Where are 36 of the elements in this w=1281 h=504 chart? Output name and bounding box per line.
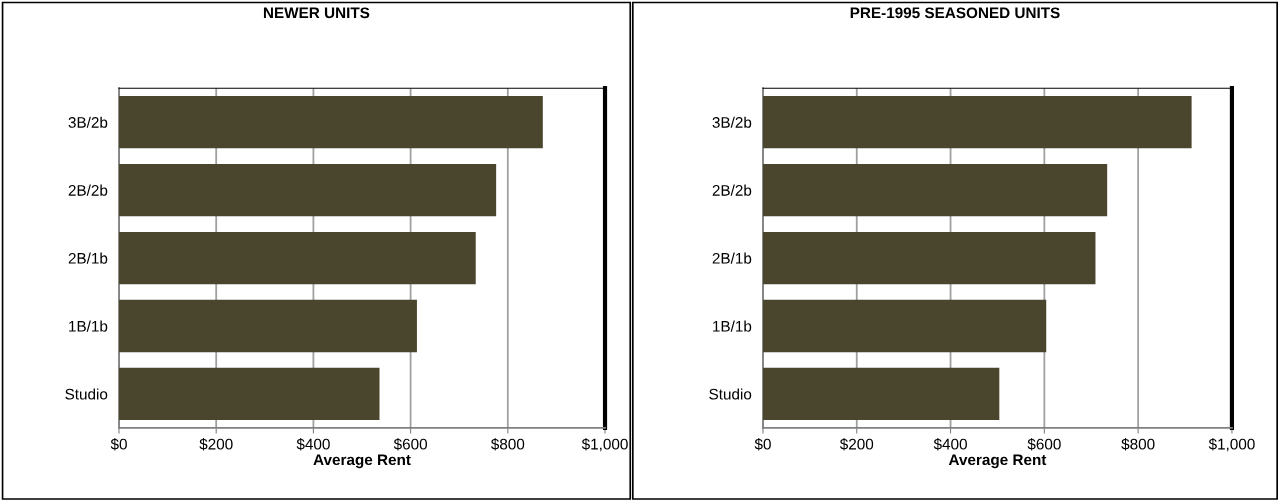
y-tick-label: 2B/2b — [712, 184, 752, 196]
y-tick-label: 2B/1b — [712, 252, 752, 264]
x-axis-title: Average Rent — [948, 454, 1047, 469]
x-tick-label: $0 — [110, 438, 127, 451]
x-tick-label: $800 — [490, 438, 525, 451]
x-tick-label: $600 — [393, 438, 428, 451]
bar — [119, 367, 380, 421]
x-tick-label: $400 — [296, 438, 330, 451]
y-tick-label: 3B/2b — [712, 116, 752, 128]
y-tick-label: 3B/2b — [68, 116, 108, 128]
y-tick-label: 1B/1b — [713, 320, 752, 332]
y-tick-label: 1B/1b — [69, 320, 108, 332]
x-tick-label: $1,000 — [581, 438, 628, 452]
y-tick-label: 2B/2b — [68, 184, 108, 196]
bar — [762, 231, 1096, 285]
x-tick-label: $800 — [1121, 438, 1155, 451]
y-tick-label: 2B/1b — [68, 252, 108, 264]
chart-title: PRE-1995 SEASONED UNITS — [850, 7, 1060, 19]
x-tick-label: $600 — [1027, 438, 1061, 451]
x-tick-label: $0 — [754, 438, 771, 451]
chart-title: NEWER UNITS — [263, 7, 370, 19]
bar — [762, 367, 1000, 421]
y-tick-label: Studio — [65, 388, 108, 400]
bar — [119, 163, 497, 217]
bar — [762, 299, 1047, 353]
bar — [762, 96, 1192, 149]
x-tick-label: $200 — [839, 438, 874, 451]
bar — [119, 299, 417, 353]
bar — [762, 163, 1108, 217]
x-tick-label: $400 — [933, 438, 967, 451]
y-tick-label: Studio — [709, 388, 752, 400]
x-axis-title: Average Rent — [313, 454, 411, 469]
bar — [119, 231, 476, 285]
x-tick-label: $200 — [199, 438, 233, 451]
x-tick-label: $1,000 — [1208, 438, 1255, 452]
bar — [119, 96, 543, 149]
